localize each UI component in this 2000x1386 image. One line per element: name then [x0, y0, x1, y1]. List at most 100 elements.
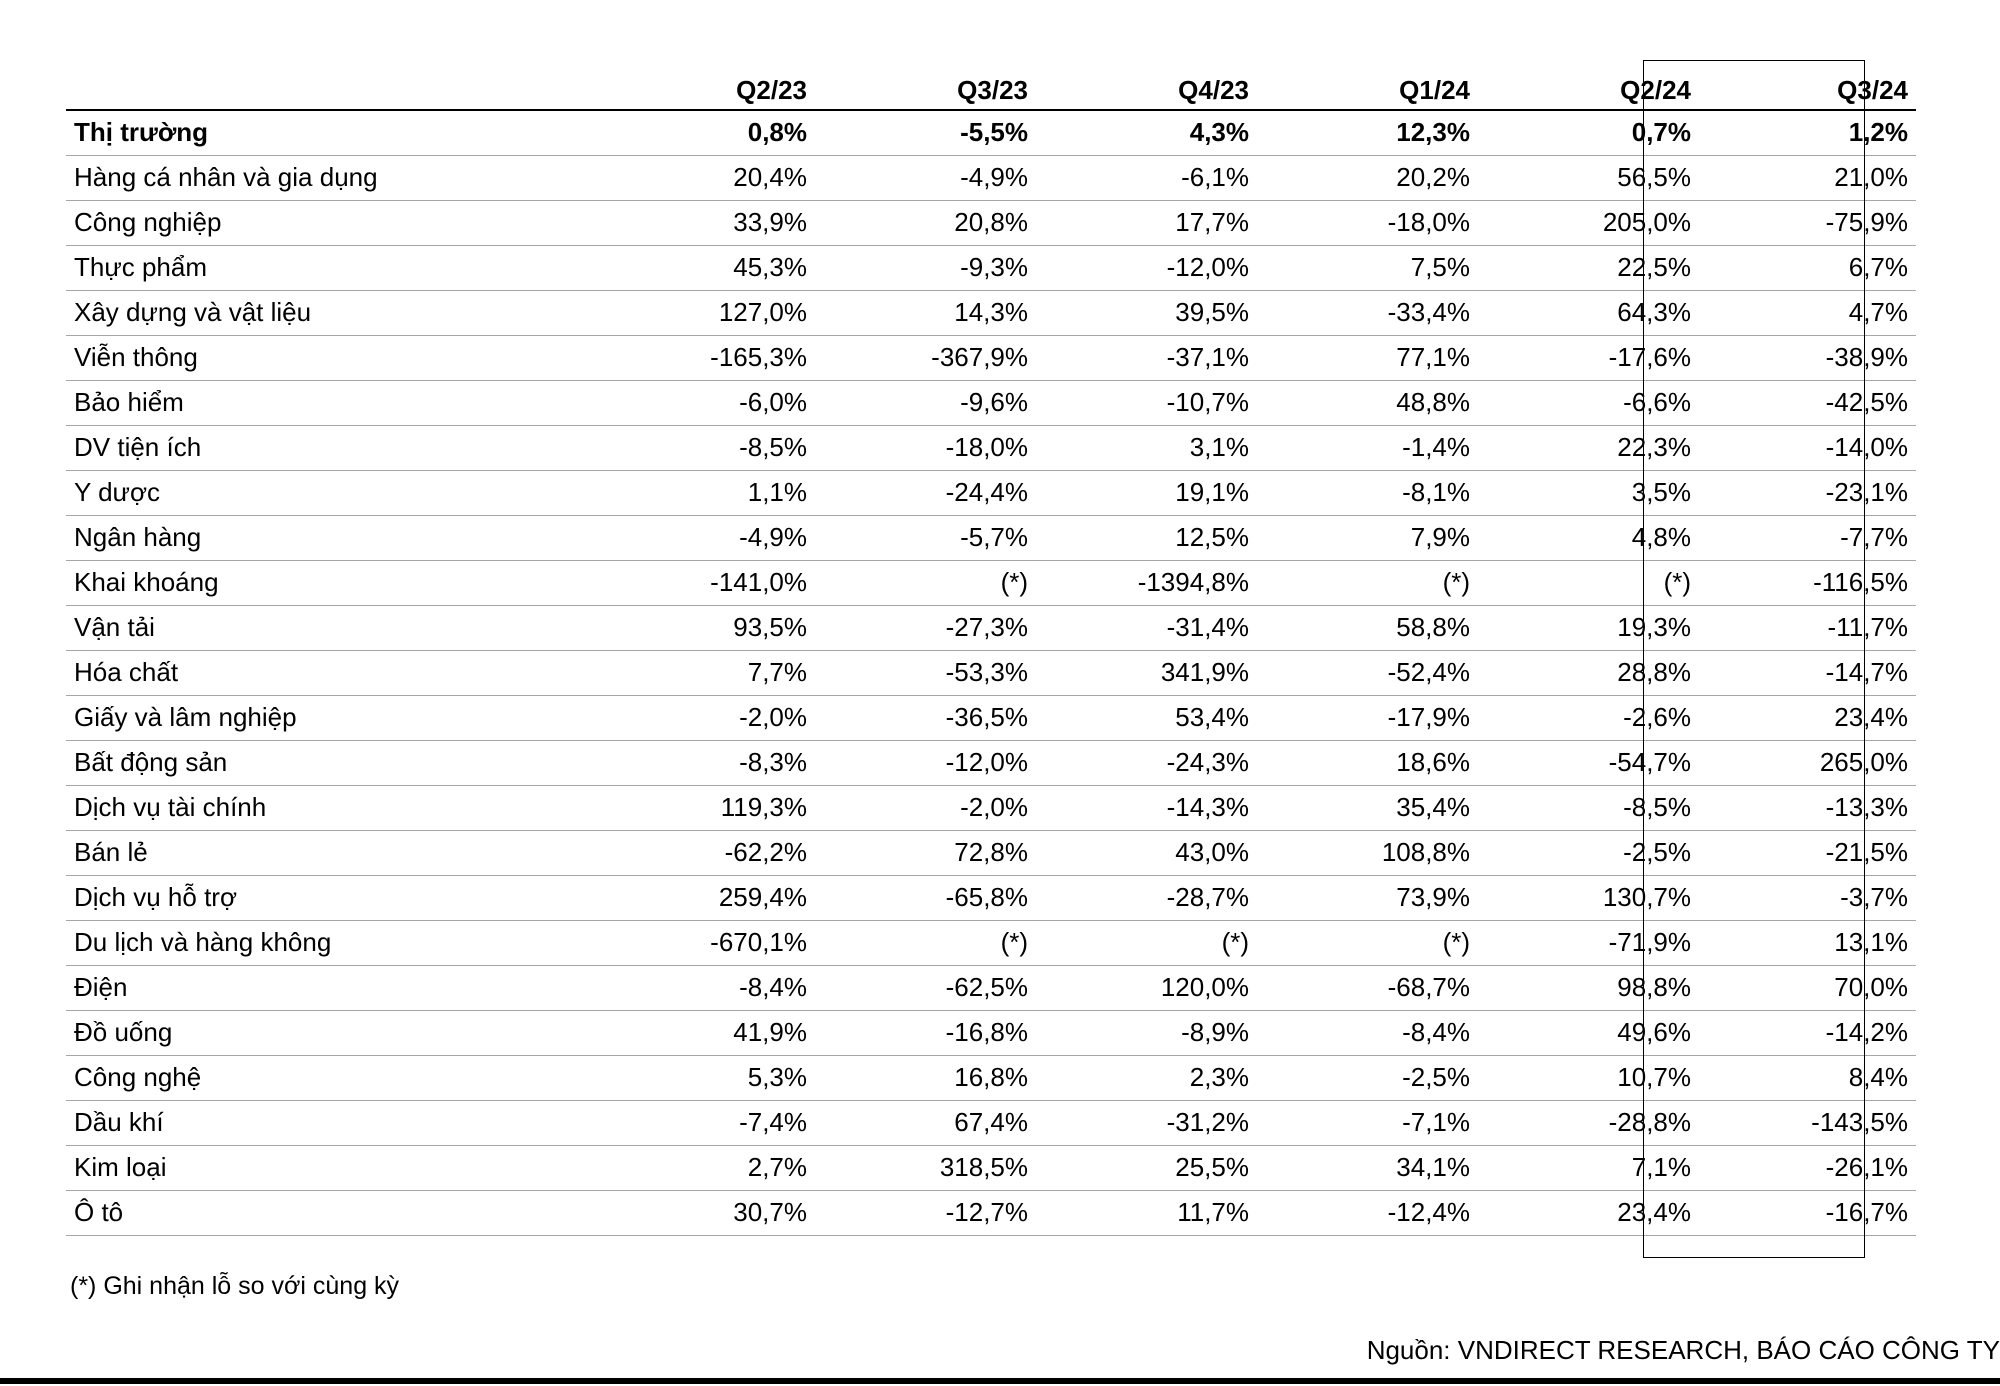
value-cell: -11,7% — [1699, 605, 1916, 651]
value-cell: -28,8% — [1478, 1100, 1699, 1146]
sector-name: Vận tải — [66, 605, 594, 651]
value-cell: -3,7% — [1699, 875, 1916, 921]
value-cell: 2,7% — [594, 1145, 815, 1191]
table-header-row: Q2/23 Q3/23 Q4/23 Q1/24 Q2/24 Q3/24 — [66, 65, 1916, 111]
header-cell-sector — [66, 65, 594, 111]
value-cell: -23,1% — [1699, 470, 1916, 516]
value-cell: -9,3% — [815, 245, 1036, 291]
value-cell: -8,9% — [1036, 1010, 1257, 1056]
value-cell: 205,0% — [1478, 200, 1699, 246]
table-row: Dịch vụ tài chính 119,3% -2,0% -14,3% 35,4% -… — [66, 785, 1916, 831]
value-cell: -6,0% — [594, 380, 815, 426]
value-cell: 13,1% — [1699, 920, 1916, 966]
value-cell: 127,0% — [594, 290, 815, 336]
sector-growth-table: Q2/23 Q3/23 Q4/23 Q1/24 Q2/24 Q3/24 Thị trườn… — [66, 65, 1916, 1236]
sector-name: Dịch vụ hỗ trợ — [66, 875, 594, 921]
value-cell: -14,3% — [1036, 785, 1257, 831]
value-cell: 265,0% — [1699, 740, 1916, 786]
table-row: Kim loại 2,7% 318,5% 25,5% 34,1% 7,1% -26,1% — [66, 1145, 1916, 1191]
value-cell: -7,4% — [594, 1100, 815, 1146]
sector-name: Bất động sản — [66, 740, 594, 786]
value-cell: 30,7% — [594, 1190, 815, 1236]
value-cell: 41,9% — [594, 1010, 815, 1056]
table-row: Vận tải 93,5% -27,3% -31,4% 58,8% 19,3% -11,7% — [66, 605, 1916, 651]
table-row: DV tiện ích -8,5% -18,0% 3,1% -1,4% 22,3% -14,… — [66, 425, 1916, 471]
value-cell: 7,9% — [1257, 515, 1478, 561]
table-row: Công nghiệp 33,9% 20,8% 17,7% -18,0% 205,0% -7… — [66, 200, 1916, 246]
sector-name: Giấy và lâm nghiệp — [66, 695, 594, 741]
sector-name: Thị trường — [66, 110, 594, 156]
value-cell: -16,8% — [815, 1010, 1036, 1056]
value-cell: 21,0% — [1699, 155, 1916, 201]
value-cell: 119,3% — [594, 785, 815, 831]
value-cell: -12,7% — [815, 1190, 1036, 1236]
sector-name: Bảo hiểm — [66, 380, 594, 426]
header-cell-period: Q2/24 — [1478, 65, 1699, 111]
value-cell: -12,4% — [1257, 1190, 1478, 1236]
value-cell: -16,7% — [1699, 1190, 1916, 1236]
value-cell: 6,7% — [1699, 245, 1916, 291]
value-cell: 3,5% — [1478, 470, 1699, 516]
value-cell: 43,0% — [1036, 830, 1257, 876]
value-cell: -36,5% — [815, 695, 1036, 741]
value-cell: 77,1% — [1257, 335, 1478, 381]
value-cell: -116,5% — [1699, 560, 1916, 606]
value-cell: -65,8% — [815, 875, 1036, 921]
value-cell: -10,7% — [1036, 380, 1257, 426]
value-cell: -18,0% — [815, 425, 1036, 471]
value-cell: -28,7% — [1036, 875, 1257, 921]
table-row: Khai khoáng -141,0% (*) -1394,8% (*) (*) -116,… — [66, 560, 1916, 606]
value-cell: 56,5% — [1478, 155, 1699, 201]
value-cell: -143,5% — [1699, 1100, 1916, 1146]
sector-name: Công nghiệp — [66, 200, 594, 246]
value-cell: -4,9% — [815, 155, 1036, 201]
value-cell: 28,8% — [1478, 650, 1699, 696]
value-cell: -17,9% — [1257, 695, 1478, 741]
value-cell: 4,3% — [1036, 110, 1257, 156]
value-cell: (*) — [1478, 560, 1699, 606]
value-cell: -18,0% — [1257, 200, 1478, 246]
value-cell: -4,9% — [594, 515, 815, 561]
value-cell: 5,3% — [594, 1055, 815, 1101]
value-cell: -75,9% — [1699, 200, 1916, 246]
value-cell: -8,3% — [594, 740, 815, 786]
value-cell: 4,7% — [1699, 290, 1916, 336]
bottom-rule — [0, 1378, 2000, 1384]
table-row: Thực phẩm 45,3% -9,3% -12,0% 7,5% 22,5% 6,7% — [66, 245, 1916, 291]
value-cell: 58,8% — [1257, 605, 1478, 651]
table-row: Du lịch và hàng không -670,1% (*) (*) (*) -71… — [66, 920, 1916, 966]
value-cell: 23,4% — [1478, 1190, 1699, 1236]
sector-name: Thực phẩm — [66, 245, 594, 291]
value-cell: 1,2% — [1699, 110, 1916, 156]
sector-name: Đồ uống — [66, 1010, 594, 1056]
value-cell: 4,8% — [1478, 515, 1699, 561]
value-cell: -62,2% — [594, 830, 815, 876]
value-cell: -71,9% — [1478, 920, 1699, 966]
table-row: Xây dựng và vật liệu 127,0% 14,3% 39,5% -33,… — [66, 290, 1916, 336]
value-cell: -14,7% — [1699, 650, 1916, 696]
value-cell: -8,4% — [594, 965, 815, 1011]
sector-name: Ô tô — [66, 1190, 594, 1236]
value-cell: 120,0% — [1036, 965, 1257, 1011]
value-cell: 318,5% — [815, 1145, 1036, 1191]
value-cell: (*) — [815, 920, 1036, 966]
table-row: Bảo hiểm -6,0% -9,6% -10,7% 48,8% -6,6% -42,5% — [66, 380, 1916, 426]
value-cell: -367,9% — [815, 335, 1036, 381]
value-cell: -13,3% — [1699, 785, 1916, 831]
table-row: Bán lẻ -62,2% 72,8% 43,0% 108,8% -2,5% -21,5% — [66, 830, 1916, 876]
value-cell: 93,5% — [594, 605, 815, 651]
value-cell: 67,4% — [815, 1100, 1036, 1146]
value-cell: 20,4% — [594, 155, 815, 201]
sector-name: Hàng cá nhân và gia dụng — [66, 155, 594, 201]
sector-name: Y dược — [66, 470, 594, 516]
value-cell: 12,5% — [1036, 515, 1257, 561]
value-cell: -31,2% — [1036, 1100, 1257, 1146]
value-cell: -2,5% — [1478, 830, 1699, 876]
value-cell: -24,4% — [815, 470, 1036, 516]
value-cell: -68,7% — [1257, 965, 1478, 1011]
value-cell: 19,1% — [1036, 470, 1257, 516]
sector-name: Khai khoáng — [66, 560, 594, 606]
value-cell: 49,6% — [1478, 1010, 1699, 1056]
value-cell: 0,7% — [1478, 110, 1699, 156]
value-cell: 7,5% — [1257, 245, 1478, 291]
